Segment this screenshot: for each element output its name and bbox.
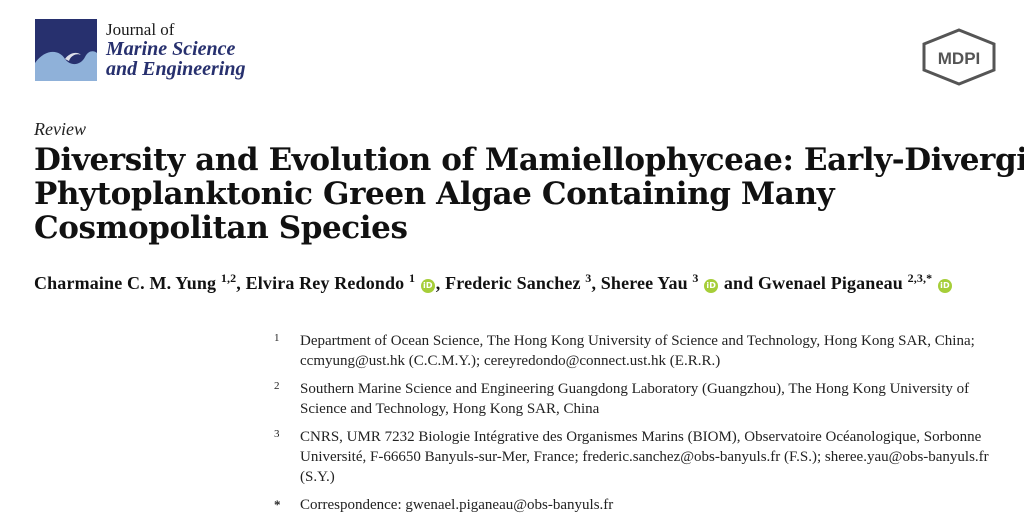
orcid-icon[interactable]: iD [704, 279, 719, 293]
publisher-name: MDPI [938, 49, 981, 68]
author-separator: , [236, 273, 246, 293]
correspondence-text: Correspondence: gwenael.piganeau@obs-ban… [300, 497, 614, 513]
title-line: Diversity and Evolution of Mamiellophyce… [34, 142, 1024, 178]
author-separator: , [435, 273, 446, 293]
author-separator: , [591, 273, 601, 293]
author-affiliation-marker: 2,3,* [907, 271, 933, 285]
affiliation-item: 2 Southern Marine Science and Engineerin… [268, 379, 1008, 419]
affiliation-list: 1 Department of Ocean Science, The Hong … [268, 331, 1008, 523]
affiliation-marker: 3 [274, 428, 280, 440]
author-name[interactable]: Gwenael Piganeau [758, 273, 903, 293]
affiliation-text: Department of Ocean Science, The Hong Ko… [300, 333, 975, 369]
affiliation-item: 3 CNRS, UMR 7232 Biologie Intégrative de… [268, 427, 1008, 487]
journal-name-line1: Journal of [106, 20, 175, 39]
title-line: Cosmopolitan Species [34, 210, 408, 246]
affiliation-item: 1 Department of Ocean Science, The Hong … [268, 331, 1008, 371]
affiliation-text: CNRS, UMR 7232 Biologie Intégrative des … [300, 429, 989, 485]
author-list: Charmaine C. M. Yung 1,2, Elvira Rey Red… [34, 271, 953, 294]
author-name[interactable]: Frederic Sanchez [445, 273, 581, 293]
affiliation-text: Southern Marine Science and Engineering … [300, 381, 970, 417]
author-affiliation-marker: 1 [408, 271, 416, 285]
author-separator: and [719, 273, 759, 293]
article-title: Diversity and Evolution of Mamiellophyce… [34, 142, 1024, 246]
author-affiliation-marker: 1,2 [220, 271, 237, 285]
affiliation-marker: 2 [274, 380, 280, 392]
correspondence-item: * Correspondence: gwenael.piganeau@obs-b… [268, 495, 1008, 515]
journal-name-line3: and Engineering [106, 58, 246, 80]
orcid-icon[interactable]: iD [937, 279, 952, 293]
author-name[interactable]: Elvira Rey Redondo [245, 273, 405, 293]
author-name[interactable]: Charmaine C. M. Yung [34, 273, 217, 293]
correspondence-marker: * [274, 497, 281, 512]
author-name[interactable]: Sheree Yau [600, 273, 688, 293]
author-affiliation-marker: 3 [692, 271, 699, 285]
journal-name-line2: Marine Science [106, 38, 236, 60]
publisher-logo: MDPI [922, 28, 996, 86]
article-type: Review [34, 119, 86, 139]
orcid-icon[interactable]: iD [420, 279, 435, 293]
journal-logo [35, 19, 97, 81]
affiliation-marker: 1 [274, 332, 280, 344]
title-line: Phytoplanktonic Green Algae Containing M… [34, 176, 835, 212]
author-affiliation-marker: 3 [585, 271, 592, 285]
journal-name: Journal of Marine Science and Engineerin… [106, 20, 245, 79]
